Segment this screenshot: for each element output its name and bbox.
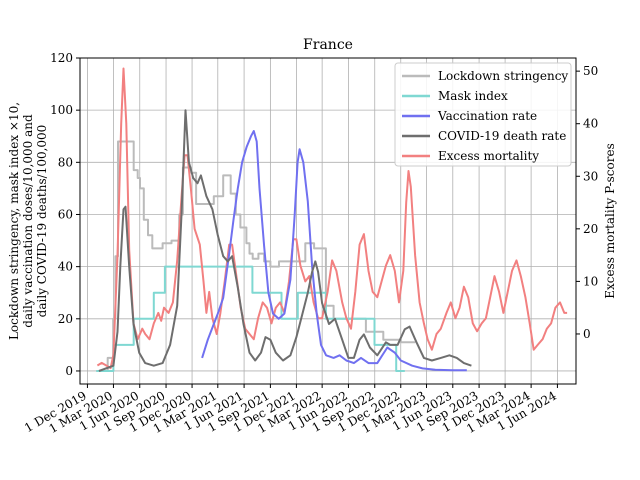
series-excess-mortality xyxy=(96,67,568,370)
legend: Lockdown stringency Mask index Vaccination… xyxy=(394,62,572,167)
right-tick-label: 30 xyxy=(583,169,598,183)
series-mask-index xyxy=(96,265,405,372)
left-axis-label: Lockdown stringency, mask index ×10,dail… xyxy=(7,102,49,340)
left-tick-label: 20 xyxy=(58,312,73,326)
series-covid-19-death-rate xyxy=(98,109,472,372)
legend-entry: Excess mortality xyxy=(438,149,539,163)
right-tick-label: 10 xyxy=(583,274,598,288)
right-tick-label: 20 xyxy=(583,222,598,236)
left-tick-label: 60 xyxy=(58,207,73,221)
legend-entry: Vaccination rate xyxy=(437,109,537,123)
chart-title: France xyxy=(303,37,353,53)
plot-frame xyxy=(79,57,577,385)
legend-entry: COVID-19 death rate xyxy=(438,129,566,143)
left-axis-label-line: daily COVID-19 deaths/100,000 xyxy=(35,125,49,318)
right-axis: 0 10 20 30 40 50 xyxy=(576,64,598,341)
left-tick-label: 80 xyxy=(58,155,73,169)
left-axis-label-line: daily vaccination doses/10,000 and xyxy=(21,114,35,328)
series-lines xyxy=(96,67,568,372)
right-tick-label: 50 xyxy=(583,64,598,78)
right-tick-label: 0 xyxy=(583,327,591,341)
left-tick-label: 0 xyxy=(65,364,73,378)
left-axis: 0 20 40 60 80 100 120 xyxy=(50,51,80,378)
left-tick-label: 40 xyxy=(58,260,73,274)
right-axis-label: Excess mortality P-scores xyxy=(603,143,617,298)
legend-entry: Mask index xyxy=(438,89,508,103)
series-vaccination-rate xyxy=(201,130,467,372)
legend-box xyxy=(394,62,572,167)
legend-entry: Lockdown stringency xyxy=(438,69,568,83)
left-tick-label: 100 xyxy=(50,103,73,117)
series-lockdown-stringency xyxy=(96,140,416,372)
left-axis-label-line: Lockdown stringency, mask index ×10, xyxy=(7,102,21,340)
left-tick-label: 120 xyxy=(50,51,73,65)
right-tick-label: 40 xyxy=(583,117,598,131)
